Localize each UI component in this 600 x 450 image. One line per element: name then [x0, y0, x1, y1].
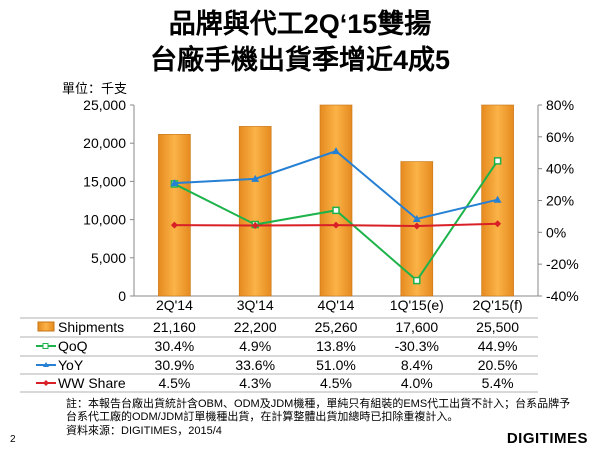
right-tick-label: -20%	[546, 256, 579, 272]
table-cell: 4.5%	[158, 375, 190, 391]
category-label: 2Q'15(f)	[473, 297, 523, 313]
chart: 0 5,000 10,000 15,000 20,000 25,000 -40% -20% 0%…	[20, 97, 579, 393]
table-cell: 30.4%	[155, 338, 195, 354]
table-cell: 8.4%	[401, 357, 433, 373]
table-cell: 22,200	[234, 319, 277, 335]
page-number: 2	[10, 434, 16, 445]
table-cell: 25,500	[476, 319, 519, 335]
marker-yoy	[493, 195, 502, 203]
table-cell: 13.8%	[316, 338, 356, 354]
left-tick-label: 10,000	[83, 212, 126, 228]
table-cell: 44.9%	[478, 338, 518, 354]
bar-shipments	[319, 104, 353, 297]
left-tick-label: 15,000	[83, 173, 126, 189]
bar-shipments	[238, 126, 272, 297]
table-cell: 20.5%	[478, 357, 518, 373]
table-cell: 51.0%	[316, 357, 356, 373]
category-label: 3Q'14	[237, 297, 274, 313]
digitimes-logo: DIGITIMES	[506, 430, 588, 447]
legend-label: YoY	[58, 357, 84, 373]
marker-ww-share	[413, 222, 421, 230]
right-tick-label: 60%	[546, 129, 574, 145]
table-cell: 17,600	[395, 319, 438, 335]
table-cell: 4.0%	[401, 375, 433, 391]
category-label: 4Q'14	[318, 297, 355, 313]
table-cell: 4.3%	[239, 375, 271, 391]
right-tick-label: 20%	[546, 193, 574, 209]
right-tick-label: 40%	[546, 161, 574, 177]
table-cell: -30.3%	[395, 338, 439, 354]
right-tick-label: 80%	[546, 97, 574, 113]
category-label: 1Q'15(e)	[390, 297, 444, 313]
left-tick-label: 25,000	[83, 97, 126, 113]
marker-qoq	[493, 157, 502, 165]
unit-label: 單位：千支	[62, 81, 128, 96]
source-note: 資料來源：DIGITIMES，2015/4	[66, 425, 222, 437]
table-cell: 5.4%	[482, 375, 514, 391]
bar-shipments	[158, 134, 191, 297]
note-line2: 台系代工廠的ODM/JDM訂單機種出貨，在計算整體出貨加總時已扣除重複計入。	[66, 411, 459, 423]
legend-label: Shipments	[58, 319, 124, 335]
table-cell: 21,160	[153, 319, 196, 335]
right-tick-label: 0%	[546, 224, 566, 240]
marker-ww-share	[170, 221, 178, 229]
title-line1: 品牌與代工2Q‘15雙揚	[168, 9, 432, 39]
left-tick-label: 0	[118, 288, 126, 304]
marker-yoy	[251, 174, 260, 182]
marker-ww-share	[494, 220, 502, 228]
marker-qoq	[413, 276, 421, 285]
legend-marker	[42, 343, 49, 349]
table-cell: 33.6%	[235, 357, 275, 373]
table-cell: 25,260	[315, 319, 358, 335]
marker-yoy	[332, 147, 340, 155]
category-label: 2Q'14	[156, 297, 193, 313]
legend-label: QoQ	[58, 338, 88, 354]
right-tick-label: -40%	[546, 288, 579, 304]
title-line2: 台廠手機出貨季增近4成5	[149, 45, 451, 75]
marker-qoq	[332, 206, 340, 215]
left-tick-label: 5,000	[91, 250, 126, 266]
table-cell: 4.9%	[239, 338, 271, 354]
marker-ww-share	[332, 221, 340, 229]
legend-label: WW Share	[58, 375, 126, 391]
left-tick-label: 20,000	[83, 135, 126, 151]
marker-ww-share	[251, 221, 259, 229]
table-cell: 30.9%	[155, 357, 195, 373]
legend-marker	[43, 380, 49, 386]
legend-marker	[43, 362, 49, 367]
marker-yoy	[412, 214, 421, 222]
table-cell: 4.5%	[320, 375, 352, 391]
legend-shipments-swatch	[37, 321, 55, 332]
note-line1: 註：本報告台廠出貨統計含OBM、ODM及JDM機種，單純只有組裝的EMS代工出貨…	[66, 398, 571, 410]
marker-yoy	[170, 179, 179, 187]
